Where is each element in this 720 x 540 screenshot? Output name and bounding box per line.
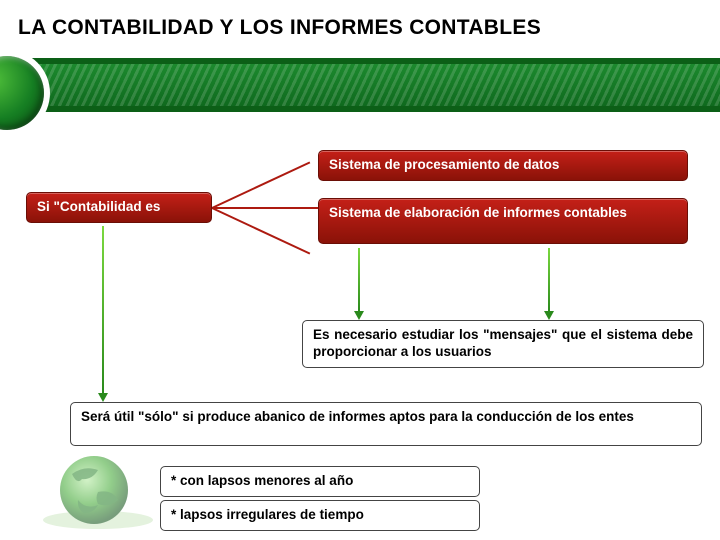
bullet-box-2: * lapsos irregulares de tiempo	[160, 500, 480, 531]
message-box: Es necesario estudiar los "mensajes" que…	[302, 320, 704, 368]
arrow-down-icon	[358, 248, 360, 312]
source-box: Si "Contabilidad es	[26, 192, 212, 223]
connector-line	[212, 207, 311, 254]
bullet-box-1: * con lapsos menores al año	[160, 466, 480, 497]
connector-line	[212, 207, 318, 209]
header-circle	[0, 56, 44, 130]
header-band	[0, 58, 720, 112]
page-title: LA CONTABILIDAD Y LOS INFORMES CONTABLES	[18, 16, 541, 40]
utility-box: Será útil "sólo" si produce abanico de i…	[70, 402, 702, 446]
arrow-down-icon	[548, 248, 550, 312]
connector-line	[212, 161, 311, 208]
output-box-2: Sistema de elaboración de informes conta…	[318, 198, 688, 244]
output-box-1: Sistema de procesamiento de datos	[318, 150, 688, 181]
arrow-down-icon	[102, 226, 104, 394]
globe-icon	[38, 452, 158, 530]
